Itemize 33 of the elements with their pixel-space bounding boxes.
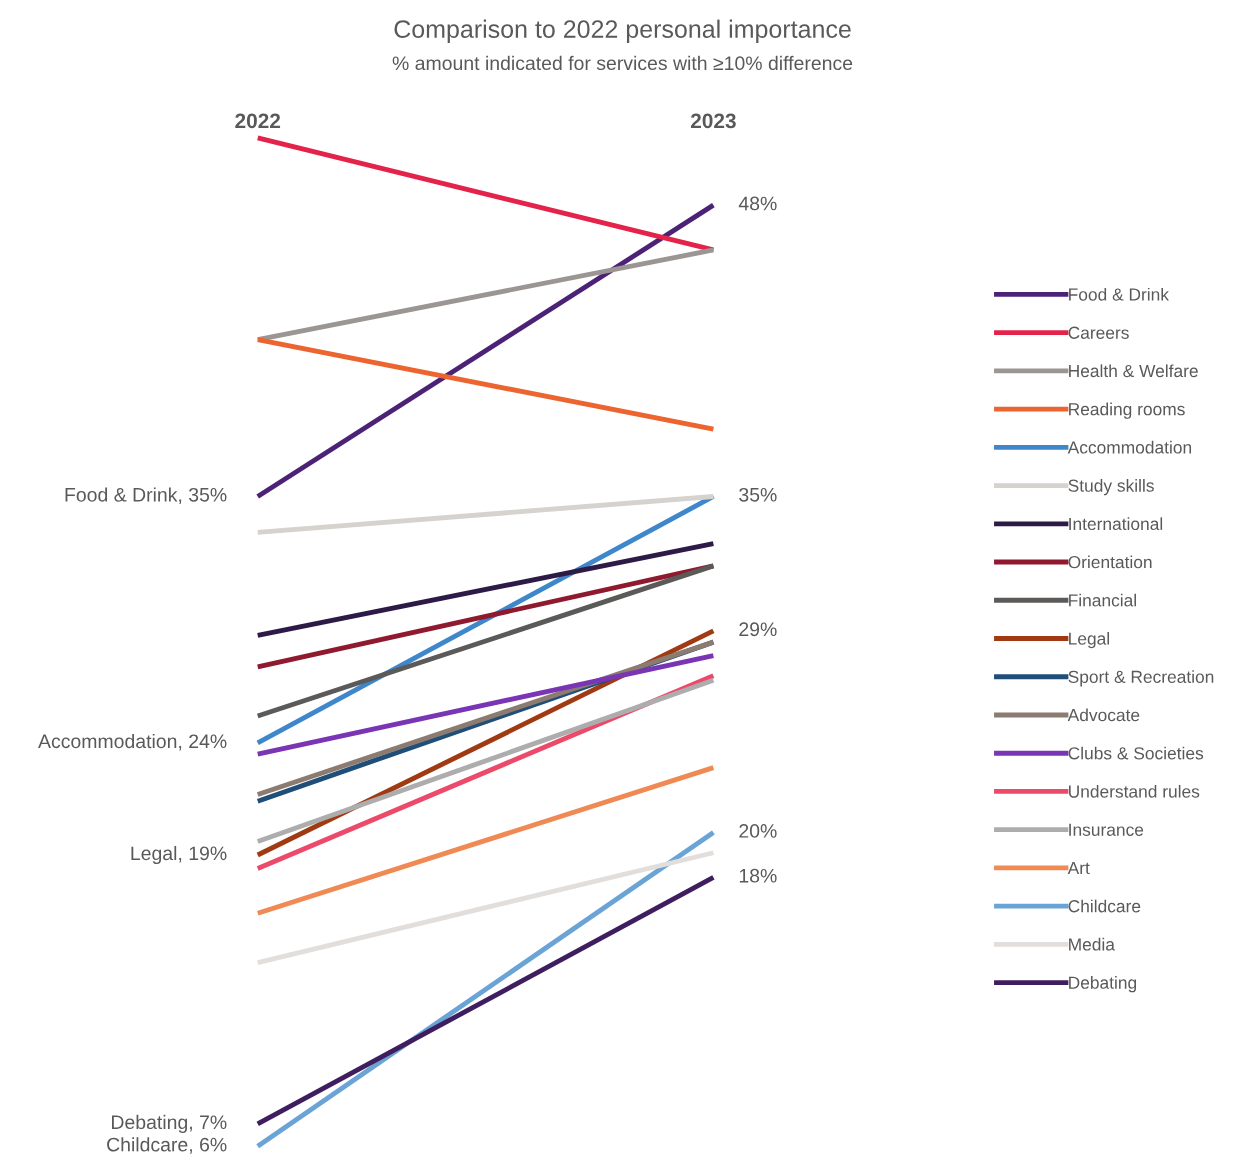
- legend-label: Careers: [1068, 326, 1129, 339]
- data-label: Childcare, 6%: [107, 1137, 227, 1154]
- data-label: 18%: [739, 868, 777, 883]
- x-tick-label: 2023: [690, 113, 736, 129]
- legend-label: Childcare: [1068, 899, 1141, 913]
- data-label: 48%: [738, 196, 777, 211]
- legend-label: Accommodation: [1067, 440, 1192, 454]
- chart-subtitle: % amount indicated for services with ≥10% difference: [392, 55, 853, 71]
- legend-label: Orientation: [1068, 555, 1152, 569]
- legend-label: Debating: [1069, 976, 1137, 993]
- data-label: Accommodation, 24%: [38, 733, 227, 751]
- data-label: Legal, 19%: [131, 845, 227, 865]
- x-tick-label: 2022: [235, 113, 281, 129]
- legend-label: Health & Welfare: [1069, 364, 1198, 378]
- data-label: 35%: [739, 487, 777, 502]
- legend-label: Insurance: [1069, 823, 1144, 836]
- legend-label: Clubs & Societies: [1068, 746, 1204, 760]
- legend-label: Advocate: [1067, 708, 1140, 722]
- data-label: 20%: [739, 824, 777, 838]
- legend-label: Legal: [1069, 632, 1109, 649]
- legend-label: Art: [1067, 862, 1090, 875]
- legend-label: Media: [1069, 937, 1115, 951]
- legend-label: Financial: [1069, 593, 1136, 607]
- chart-title: Comparison to 2022 personal importance: [394, 19, 851, 43]
- legend-label: Study skills: [1068, 479, 1154, 496]
- data-label: Food & Drink, 35%: [65, 487, 227, 504]
- legend-label: Sport & Recreation: [1068, 670, 1214, 687]
- legend-label: International: [1069, 517, 1163, 531]
- legend-label: Understand rules: [1069, 784, 1200, 798]
- data-label: Debating, 7%: [112, 1114, 227, 1133]
- legend-label: Food & Drink: [1069, 287, 1169, 301]
- legend-label: Reading rooms: [1069, 402, 1185, 419]
- data-label: 29%: [739, 622, 777, 637]
